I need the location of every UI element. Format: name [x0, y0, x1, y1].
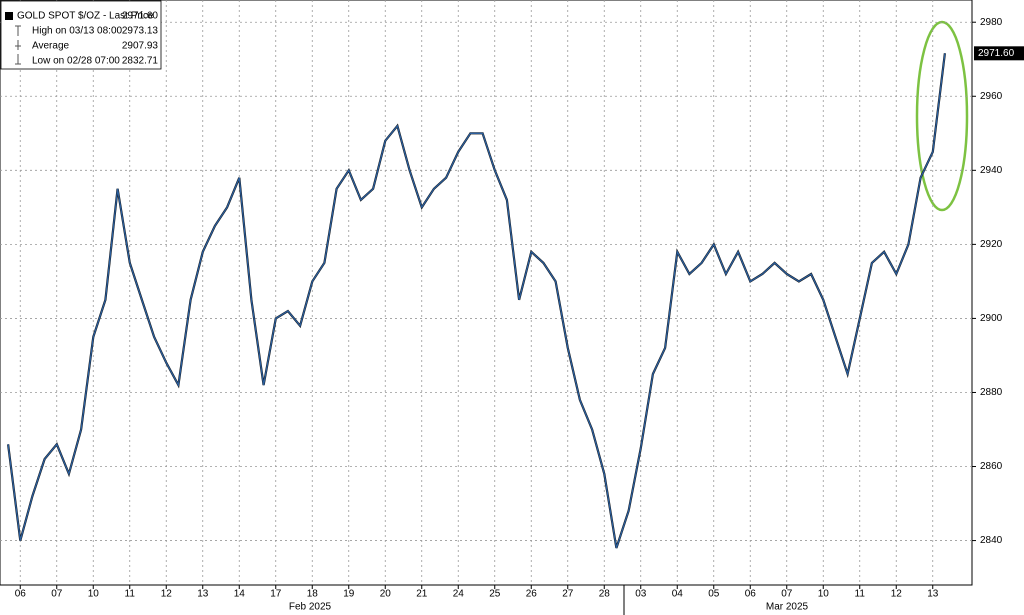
legend-icons	[15, 25, 21, 65]
x-tick-label: 13	[197, 589, 209, 600]
x-tick-label: 06	[15, 589, 27, 600]
x-tick-label: 10	[88, 589, 100, 600]
legend-value: 2973.13	[122, 26, 159, 37]
price-line	[7, 53, 946, 549]
y-tick-label: 2860	[980, 461, 1003, 472]
y-tick-label: 2840	[980, 535, 1003, 546]
y-tick-label: 2940	[980, 165, 1003, 176]
x-tick-label: 26	[526, 589, 538, 600]
legend-label: GOLD SPOT $/OZ - Last Price	[17, 11, 154, 22]
x-tick-label: 21	[416, 589, 428, 600]
legend-label: Average	[32, 41, 70, 52]
x-tick-label: 18	[307, 589, 319, 600]
legend-box	[0, 0, 162, 70]
x-tick-label: 03	[635, 589, 647, 600]
x-tick-label: 12	[891, 589, 903, 600]
last-price-label: 2971.60	[978, 48, 1015, 59]
x-tick-label: 20	[380, 589, 392, 600]
legend: GOLD SPOT $/OZ - Last Price 2971.60 High…	[0, 0, 162, 70]
legend-value: 2907.93	[122, 41, 159, 52]
legend-label: Low on 02/28 07:00	[32, 56, 120, 67]
y-tick-label: 2880	[980, 387, 1003, 398]
highlight-ellipse	[915, 20, 969, 212]
x-tick-label: 24	[453, 589, 465, 600]
x-tick-label: 06	[745, 589, 757, 600]
x-tick-label: 17	[270, 589, 282, 600]
month-label: Mar 2025	[766, 602, 809, 613]
last-price-tag	[974, 46, 1024, 61]
x-tick-label: 19	[343, 589, 355, 600]
y-tick-label: 2920	[980, 239, 1003, 250]
legend-value: 2832.71	[122, 56, 159, 67]
legend-swatch	[5, 12, 13, 20]
y-tick-label: 2980	[980, 17, 1003, 28]
legend-label: High on 03/13 08:00	[32, 26, 123, 37]
x-tick-label: 07	[781, 589, 793, 600]
x-tick-label: 28	[599, 589, 611, 600]
x-tick-label: 11	[125, 589, 136, 600]
x-tick-label: 11	[855, 589, 866, 600]
month-label: Feb 2025	[289, 602, 332, 613]
x-tick-label: 05	[708, 589, 720, 600]
x-tick-label: 27	[562, 589, 574, 600]
x-tick-label: 25	[489, 589, 501, 600]
y-tick-label: 2900	[980, 313, 1003, 324]
x-tick-label: 04	[672, 589, 684, 600]
y-tick-label: 2960	[980, 91, 1003, 102]
legend-value: 2971.60	[122, 11, 159, 22]
x-tick-label: 12	[161, 589, 173, 600]
x-tick-label: 07	[51, 589, 63, 600]
x-tick-label: 13	[927, 589, 939, 600]
x-tick-label: 14	[234, 589, 246, 600]
plot-area	[0, 0, 973, 586]
x-tick-label: 10	[818, 589, 830, 600]
